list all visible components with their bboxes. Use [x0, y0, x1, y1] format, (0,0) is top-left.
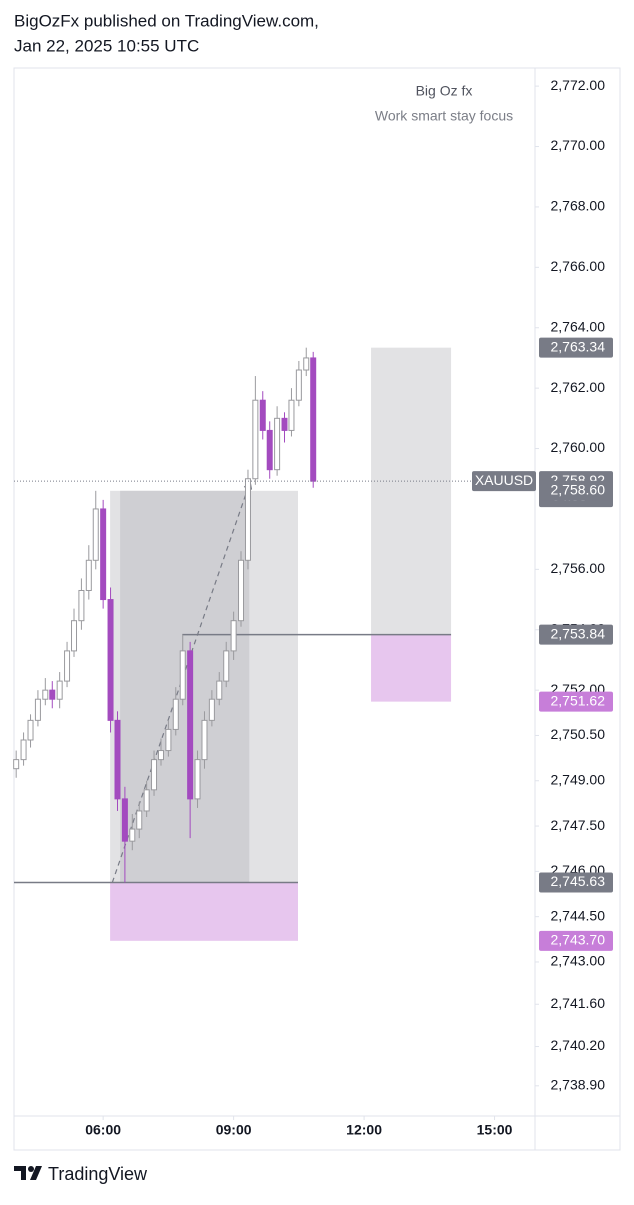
candle-body: [13, 759, 20, 770]
symbol-label-box: [472, 471, 536, 492]
candle-body: [252, 399, 259, 480]
y-tick-label: 2,760.00: [551, 439, 606, 455]
price-label-box: [539, 480, 613, 501]
candle-body: [281, 417, 288, 431]
candle-body: [230, 620, 237, 652]
candle-body: [259, 399, 266, 431]
y-tick-label: 2,772.00: [551, 77, 606, 93]
publish-date: Jan 22, 2025 10:55 UTC: [14, 36, 199, 55]
y-tick-label: 2,768.00: [551, 198, 606, 214]
candle-body: [208, 698, 215, 721]
candle-body: [187, 650, 194, 800]
price-label: 2,751.62: [551, 692, 606, 708]
candle-body: [143, 789, 150, 812]
price-label-box: [539, 337, 613, 358]
candle-body: [172, 698, 179, 730]
candle-body: [136, 810, 143, 830]
candle-body: [303, 357, 310, 371]
candle-body: [92, 508, 99, 561]
candle-body: [78, 589, 85, 622]
candle-body: [121, 798, 128, 842]
y-tick-label: 2,744.50: [551, 907, 606, 923]
price-label-box: [539, 624, 613, 645]
publisher-line: BigOzFx published on TradingView.com,: [14, 11, 319, 30]
y-tick-label: 2,756.00: [551, 560, 606, 576]
y-tick-label: 2,749.00: [551, 771, 606, 787]
chart-frame: [13, 67, 621, 1151]
candle-body: [34, 698, 41, 721]
position-box: [371, 347, 452, 635]
price-label-box: [539, 691, 613, 712]
candle-body: [56, 680, 63, 700]
price-label: 2,763.34: [551, 338, 606, 354]
candle-body: [129, 828, 136, 842]
candle-body: [223, 650, 230, 682]
y-tick-label: 2,764.00: [551, 318, 606, 334]
candle-body: [266, 429, 273, 471]
logo-shape: [14, 1166, 42, 1180]
price-label: 2,753.84: [551, 625, 606, 641]
candle-body: [71, 620, 78, 652]
y-tick-label: 2,747.50: [551, 817, 606, 833]
candle-body: [114, 719, 121, 800]
y-tick-label: 2,770.00: [551, 137, 606, 153]
candle-body: [165, 728, 172, 752]
price-label: 2,743.70: [551, 932, 606, 948]
position-box: [371, 634, 452, 702]
brand-logo: [14, 1166, 42, 1180]
price-label: 2,745.63: [551, 873, 606, 889]
candle-body: [238, 559, 245, 622]
y-tick-label: 2,740.20: [551, 1037, 606, 1053]
candle-body: [64, 650, 71, 682]
x-tick-label: 09:00: [216, 1122, 252, 1138]
candle-body: [201, 719, 208, 761]
x-tick-label: 12:00: [346, 1122, 382, 1138]
candle-body: [157, 750, 164, 761]
candle-body: [216, 680, 223, 700]
candle-body: [49, 689, 56, 700]
watermark-name: Big Oz fx: [416, 83, 473, 99]
y-tick-label: 2,741.60: [551, 995, 606, 1011]
candle-body: [85, 559, 92, 591]
price-label: 2,758.60: [551, 482, 606, 498]
x-tick-label: 06:00: [85, 1122, 121, 1138]
y-tick-label: 2,743.00: [551, 953, 606, 969]
x-tick-label: 15:00: [477, 1122, 513, 1138]
symbol-label: XAUUSD: [475, 472, 533, 488]
candle-body: [42, 689, 49, 700]
candle-body: [27, 719, 34, 741]
y-tick-label: 2,766.00: [551, 258, 606, 274]
candle-body: [151, 759, 158, 791]
y-tick-label: 2,738.90: [551, 1077, 606, 1093]
logo-dot: [28, 1166, 34, 1172]
candle-body: [179, 650, 186, 700]
candle-body: [20, 739, 27, 761]
candle-body: [288, 399, 295, 431]
brand-name: TradingView: [48, 1164, 148, 1184]
y-tick-label: 2,750.50: [551, 726, 606, 742]
candle-body: [100, 508, 107, 601]
candle-body: [107, 599, 114, 721]
candle-body: [310, 357, 317, 482]
candle-body: [274, 417, 281, 471]
price-label-box: [539, 930, 613, 951]
price-label-box: [539, 872, 613, 893]
position-box: [110, 882, 298, 941]
candle-body: [295, 369, 302, 401]
candle-body: [194, 759, 201, 800]
y-tick-label: 2,762.00: [551, 379, 606, 395]
watermark-slogan: Work smart stay focus: [375, 108, 513, 124]
candle-body: [244, 478, 251, 561]
